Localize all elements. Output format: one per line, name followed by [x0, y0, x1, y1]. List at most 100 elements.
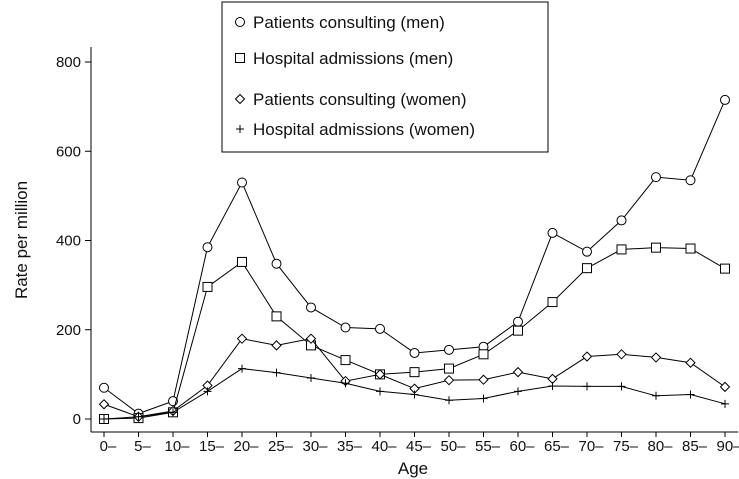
- data-point-circle: [375, 323, 385, 334]
- data-point-diamond: [236, 333, 248, 344]
- data-point-diamond: [616, 349, 627, 360]
- x-tick-label: 15–: [199, 438, 225, 455]
- x-tick-label: 25–: [268, 438, 294, 455]
- data-point-circle: [306, 302, 316, 313]
- data-point-plus: [410, 390, 419, 399]
- data-point-square: [547, 297, 558, 308]
- data-point-square: [271, 311, 282, 322]
- data-point-plus: [169, 408, 177, 417]
- x-tick-label: 35–: [337, 438, 363, 455]
- data-point-plus: [548, 381, 557, 390]
- axes: 0 200 400 600 800 0– 5– 10– 15– 20– 25– 30– 35– 40– 45…: [56, 47, 739, 455]
- data-point-plus: [583, 382, 591, 391]
- data-point-plus: [100, 415, 108, 423]
- data-point-circle: [547, 227, 558, 238]
- data-point-square: [685, 243, 696, 254]
- x-tick-label: 20–: [233, 438, 259, 455]
- series-layer: [98, 94, 731, 424]
- data-point-plus: [617, 382, 626, 391]
- data-point-square: [444, 363, 454, 374]
- x-tick-label: 70–: [578, 438, 604, 455]
- data-point-plus: [479, 394, 488, 403]
- data-point-circle: [202, 242, 213, 253]
- x-tick-label: 80–: [647, 438, 673, 455]
- legend-label: Hospital admissions (men): [253, 49, 453, 68]
- data-point-plus: [445, 396, 453, 405]
- legend-label: Hospital admissions (women): [253, 120, 475, 139]
- data-point-diamond: [98, 399, 110, 410]
- data-point-square: [582, 263, 592, 274]
- legend-marker-square: [235, 53, 245, 63]
- data-point-circle: [616, 215, 627, 226]
- data-point-diamond: [685, 357, 696, 368]
- x-tick-label: 50–: [440, 438, 466, 455]
- data-point-circle: [271, 258, 282, 269]
- data-point-plus: [272, 368, 281, 377]
- data-point-diamond: [650, 352, 662, 363]
- legend-box: [221, 1, 549, 153]
- x-tick-label: 55–: [475, 438, 501, 455]
- x-tick-label: 5–: [134, 438, 151, 455]
- legend-marker-plus: [236, 125, 244, 133]
- y-tick-label: 0: [73, 411, 81, 428]
- data-point-plus: [134, 412, 143, 421]
- data-point-square: [651, 242, 661, 253]
- data-point-diamond: [443, 374, 455, 386]
- data-point-plus: [652, 391, 660, 400]
- data-point-circle: [720, 94, 730, 105]
- legend-marker-circle: [235, 17, 245, 27]
- data-point-square: [720, 263, 730, 274]
- data-point-circle: [651, 172, 661, 183]
- data-point-plus: [341, 379, 350, 388]
- data-point-circle: [99, 382, 109, 393]
- data-point-plus: [686, 390, 695, 399]
- data-point-diamond: [271, 340, 282, 351]
- x-tick-label: 40–: [371, 438, 397, 455]
- x-tick-label: 90–: [716, 438, 739, 455]
- data-point-square: [616, 244, 627, 255]
- x-tick-label: 30–: [302, 438, 328, 455]
- data-point-diamond: [512, 366, 524, 378]
- y-axis-title: Rate per million: [12, 181, 31, 299]
- data-point-circle: [444, 344, 454, 355]
- data-point-plus: [203, 387, 212, 396]
- data-point-diamond: [374, 369, 386, 380]
- data-point-circle: [409, 347, 420, 358]
- legend-label: Patients consulting (men): [253, 13, 445, 32]
- data-point-diamond: [478, 374, 489, 385]
- data-point-diamond: [719, 381, 731, 393]
- x-tick-label: 65–: [544, 438, 570, 455]
- data-point-square: [478, 349, 489, 360]
- data-point-plus: [514, 387, 522, 396]
- x-tick-label: 45–: [406, 438, 432, 455]
- data-point-plus: [307, 373, 315, 382]
- data-point-square: [340, 355, 351, 366]
- data-point-circle: [513, 316, 523, 327]
- x-tick-label: 75–: [613, 438, 639, 455]
- data-point-diamond: [305, 333, 317, 344]
- data-point-plus: [238, 364, 246, 373]
- data-point-circle: [237, 177, 247, 188]
- data-point-diamond: [581, 351, 593, 362]
- data-point-plus: [376, 387, 384, 396]
- data-point-circle: [582, 246, 592, 257]
- y-tick-label: 600: [56, 143, 81, 160]
- x-axis-title: Age: [398, 459, 428, 478]
- x-tick-label: 85–: [682, 438, 708, 455]
- data-point-square: [237, 256, 247, 267]
- data-point-square: [202, 281, 213, 292]
- series-4: [100, 364, 729, 423]
- y-tick-label: 800: [56, 54, 81, 71]
- data-point-plus: [721, 399, 729, 408]
- data-point-circle: [340, 322, 351, 333]
- legend-marker-diamond: [234, 93, 246, 105]
- x-tick-label: 10–: [164, 438, 190, 455]
- data-point-square: [513, 325, 523, 336]
- legend: Patients consulting (men) Hospital admiss…: [221, 1, 549, 153]
- y-tick-label: 200: [56, 322, 81, 339]
- data-point-square: [409, 367, 420, 378]
- legend-label: Patients consulting (women): [253, 90, 467, 109]
- data-point-circle: [685, 175, 696, 186]
- x-tick-label: 60–: [509, 438, 535, 455]
